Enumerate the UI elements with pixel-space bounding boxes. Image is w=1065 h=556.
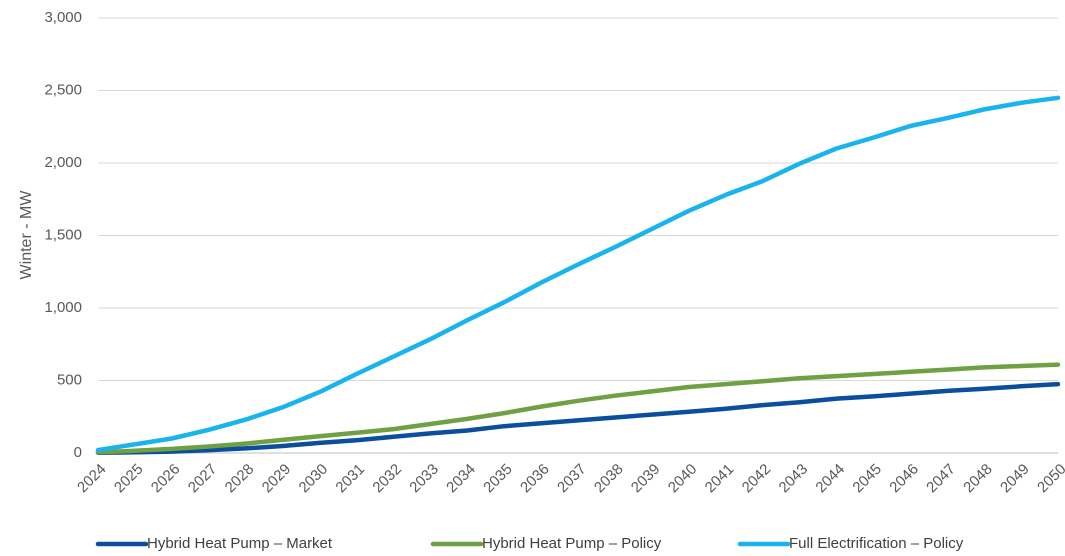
x-tick-label: 2049 xyxy=(997,461,1033,497)
x-tick-label: 2050 xyxy=(1034,461,1065,497)
x-tick-label: 2032 xyxy=(369,461,405,497)
y-tick-label: 0 xyxy=(74,444,82,461)
x-tick-label: 2026 xyxy=(148,461,184,497)
x-tick-label: 2045 xyxy=(849,461,885,497)
x-tick-label: 2044 xyxy=(812,461,848,497)
x-tick-label: 2047 xyxy=(923,461,959,497)
x-tick-label: 2029 xyxy=(259,461,295,497)
x-tick-label: 2024 xyxy=(74,461,110,497)
y-tick-label: 2,500 xyxy=(44,81,82,98)
series-lines xyxy=(95,95,1061,455)
legend-label: Hybrid Heat Pump – Market xyxy=(147,535,333,552)
x-tick-label: 2031 xyxy=(332,461,368,497)
x-tick-label: 2025 xyxy=(111,461,147,497)
x-tick-label: 2040 xyxy=(665,461,701,497)
x-tick-label: 2037 xyxy=(554,461,590,497)
legend: Hybrid Heat Pump – Market Hybrid Heat Pum… xyxy=(95,535,964,552)
x-tick-label: 2027 xyxy=(185,461,221,497)
x-tick-label: 2048 xyxy=(960,461,996,497)
x-tick-label: 2041 xyxy=(702,461,738,497)
legend-label: Full Electrification – Policy xyxy=(789,535,964,552)
x-tick-label: 2033 xyxy=(406,461,442,497)
series-line-2 xyxy=(95,362,1061,455)
legend-label: Hybrid Heat Pump – Policy xyxy=(482,535,662,552)
series-line-3 xyxy=(95,95,1061,453)
gridlines xyxy=(98,17,1058,454)
x-tick-label: 2043 xyxy=(776,461,812,497)
y-axis-label: Winter - MW xyxy=(18,190,35,280)
x-tick-label: 2035 xyxy=(480,461,516,497)
x-tick-label: 2046 xyxy=(886,461,922,497)
x-axis-ticks: 2024 2025 2026 2027 2028 2029 2030 2031 2032 2033… xyxy=(74,461,1065,497)
y-axis-ticks: 0 500 1,000 1,500 2,000 2,500 3,000 xyxy=(44,9,82,461)
y-tick-label: 1,500 xyxy=(44,226,82,243)
x-tick-label: 2038 xyxy=(591,461,627,497)
y-tick-label: 500 xyxy=(57,371,82,388)
x-tick-label: 2042 xyxy=(739,461,775,497)
series-line-1 xyxy=(95,381,1061,455)
y-tick-label: 3,000 xyxy=(44,9,82,26)
y-tick-label: 1,000 xyxy=(44,299,82,316)
x-tick-label: 2036 xyxy=(517,461,553,497)
x-tick-label: 2034 xyxy=(443,461,479,497)
x-tick-label: 2039 xyxy=(628,461,664,497)
x-tick-label: 2030 xyxy=(296,461,332,497)
y-tick-label: 2,000 xyxy=(44,154,82,171)
x-tick-label: 2028 xyxy=(222,461,258,497)
